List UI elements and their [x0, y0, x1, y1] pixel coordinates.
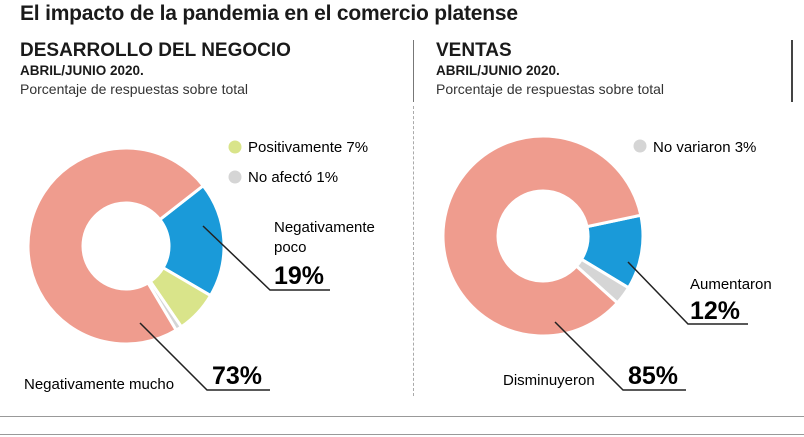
leader-line: [202, 225, 330, 291]
panel-divider-dashed: [413, 106, 414, 396]
panel-note: Porcentaje de respuestas sobre total: [436, 81, 665, 97]
label-negativamente-mucho: Negativamente mucho: [24, 376, 174, 393]
panel-note: Porcentaje de respuestas sobre total: [20, 81, 249, 97]
bottom-rule: [0, 434, 804, 435]
slice-negativamente-poco: [157, 183, 226, 298]
main-title: El impacto de la pandemia en el comercio…: [20, 2, 518, 25]
legend-swatch-positivamente: [228, 140, 242, 154]
slice-negativamente-mucho: [26, 146, 206, 346]
legend-swatch-no-variaron: [633, 139, 647, 153]
panel-desarrollo: DESARROLLO DEL NEGOCIO ABRIL/JUNIO 2020.…: [20, 40, 291, 98]
value-aumentaron: 12%: [690, 297, 740, 325]
label-aumentaron: Aumentaron: [690, 276, 772, 293]
panel-date: ABRIL/JUNIO 2020.: [20, 63, 144, 78]
label-no-afecto: No afectó 1%: [248, 169, 338, 186]
leader-line: [627, 261, 748, 325]
panel-ventas: VENTAS ABRIL/JUNIO 2020. Porcentaje de r…: [436, 40, 664, 98]
right-edge-rule: [791, 40, 793, 102]
label-disminuyeron: Disminuyeron: [503, 372, 595, 389]
value-negativamente-mucho: 73%: [212, 362, 262, 390]
label-negativamente-poco-line2: poco: [274, 239, 307, 256]
panel-divider: [413, 40, 414, 102]
panel-title: VENTAS: [436, 40, 512, 61]
bottom-rule: [0, 416, 804, 417]
legend-swatch-no-afecto: [228, 170, 242, 184]
panel-date: ABRIL/JUNIO 2020.: [436, 63, 560, 78]
donut-ventas: [441, 134, 645, 338]
label-negativamente-poco-line1: Negativamente: [274, 219, 375, 236]
leader-line: [139, 322, 270, 391]
value-negativamente-poco: 19%: [274, 262, 324, 290]
slice-disminuyeron: [441, 134, 643, 338]
panel-title: DESARROLLO DEL NEGOCIO: [20, 40, 291, 61]
label-no-variaron: No variaron 3%: [653, 139, 756, 156]
value-disminuyeron: 85%: [628, 362, 678, 390]
label-positivamente: Positivamente 7%: [248, 139, 368, 156]
donut-desarrollo: [26, 146, 226, 346]
leader-line: [554, 321, 686, 391]
